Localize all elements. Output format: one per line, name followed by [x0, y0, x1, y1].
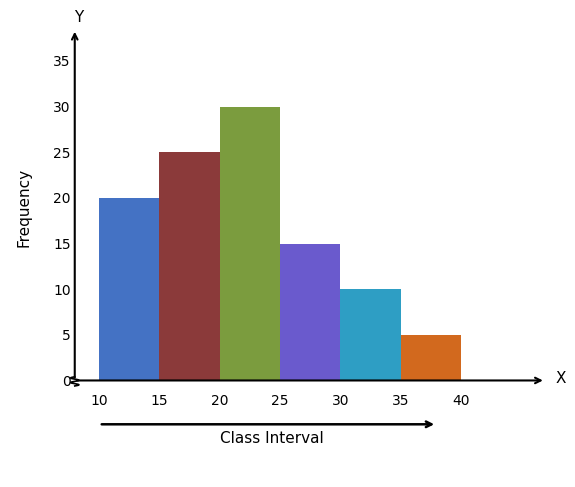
Text: Class Interval: Class Interval: [220, 431, 323, 446]
Bar: [99, 198, 159, 380]
Bar: [280, 244, 340, 380]
Text: Frequency: Frequency: [17, 168, 32, 246]
Bar: [401, 335, 461, 380]
Text: X: X: [555, 371, 566, 386]
Bar: [159, 152, 220, 380]
Text: Y: Y: [74, 10, 83, 25]
Bar: [340, 289, 401, 380]
Bar: [220, 107, 280, 380]
